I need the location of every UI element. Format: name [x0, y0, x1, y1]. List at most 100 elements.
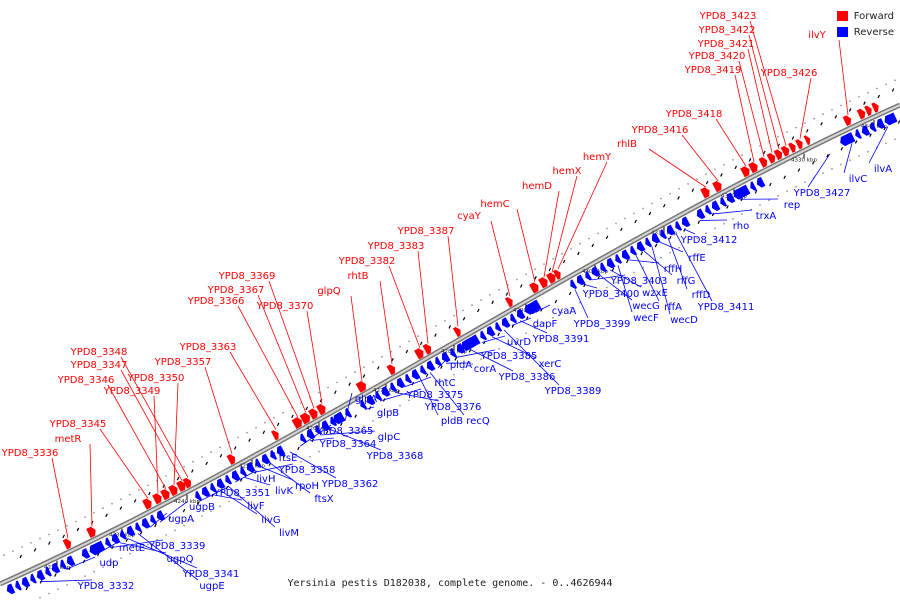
reverse-gene	[405, 373, 413, 384]
forward-gene	[504, 297, 513, 308]
forward-leader-line	[306, 310, 323, 404]
reverse-leader-line	[683, 228, 696, 235]
reverse-gene-label: YPD8_3399	[573, 319, 631, 330]
reverse-leader-line	[65, 556, 96, 570]
reverse-gene-label: ilvA	[874, 164, 892, 175]
reverse-gene-label: YPD8_3400	[582, 289, 640, 300]
reverse-gene-label: glpA	[355, 394, 377, 405]
legend-reverse: Reverse	[836, 24, 894, 40]
forward-gene-label: YPD8_3383	[367, 241, 425, 252]
reverse-leader-line	[609, 269, 642, 288]
forward-gene-label: YPD8_3363	[179, 342, 237, 353]
reverse-gene-label: YPD8_3365	[316, 426, 374, 437]
reverse-gene	[89, 542, 103, 556]
reverse-gene	[600, 262, 608, 273]
forward-gene-label: YPD8_3357	[154, 357, 212, 368]
reverse-gene	[841, 132, 855, 146]
reverse-leader-line	[309, 437, 335, 442]
reverse-leader-line	[243, 476, 271, 486]
reverse-gene	[630, 245, 638, 256]
reverse-leader-line	[711, 209, 753, 215]
reverse-gene	[570, 279, 578, 290]
forward-gene	[142, 498, 152, 510]
reverse-leader-line	[675, 233, 713, 302]
forward-leader-line	[153, 395, 159, 494]
reverse-gene-label: recQ	[466, 416, 490, 427]
reverse-leader-line	[583, 284, 598, 289]
forward-leader-line	[447, 235, 459, 327]
forward-gene	[316, 404, 326, 416]
reverse-gene	[426, 360, 436, 371]
reverse-gene	[156, 510, 166, 521]
reverse-gene	[396, 377, 406, 389]
reverse-gene-label: rhtC	[434, 378, 455, 389]
forward-gene	[700, 187, 710, 199]
forward-gene	[182, 477, 192, 489]
forward-swatch	[836, 11, 848, 21]
reverse-leader-line	[137, 533, 199, 581]
reverse-gene-label: rep	[784, 200, 800, 211]
forward-leader-line	[734, 74, 755, 163]
reverse-gene-label: ftsX	[314, 494, 333, 505]
forward-gene-label: YPD8_3418	[665, 109, 723, 120]
reverse-leader-line	[429, 372, 465, 416]
forward-gene	[62, 538, 72, 550]
reverse-leader-line	[651, 246, 671, 315]
genome-backbone	[0, 102, 900, 587]
reverse-gene-label: rffH	[664, 264, 683, 275]
reverse-gene	[120, 529, 127, 540]
reverse-gene	[756, 176, 766, 188]
reverse-gene	[135, 522, 143, 533]
forward-gene-label: YPD8_3423	[699, 11, 757, 22]
forward-gene	[773, 149, 783, 161]
forward-gene-label: YPD8_3422	[698, 25, 756, 36]
reverse-gene-label: ugpQ	[167, 554, 194, 565]
forward-leader-line	[648, 148, 707, 188]
reverse-gene	[456, 343, 466, 354]
reverse-gene	[461, 336, 477, 351]
reverse-gene-label: YPD8_3339	[148, 541, 206, 552]
reverse-gene	[486, 325, 496, 337]
forward-leader-line	[268, 280, 315, 409]
reverse-leader-line	[364, 406, 375, 410]
reverse-gene	[606, 257, 616, 269]
forward-gene	[414, 348, 424, 360]
reverse-gene-label: livK	[275, 486, 293, 497]
reverse-gene	[884, 112, 898, 126]
reverse-leader-line	[635, 255, 660, 302]
forward-gene-label: YPD8_3416	[631, 125, 689, 136]
reverse-gene-label: glpC	[378, 432, 400, 443]
forward-leader-line	[838, 39, 849, 116]
reverse-leader-line	[627, 259, 660, 264]
reverse-gene-label: trxA	[756, 211, 777, 222]
reverse-gene	[300, 433, 308, 444]
reverse-gene	[141, 517, 151, 529]
reverse-gene	[651, 232, 661, 244]
reverse-leader-line	[39, 579, 93, 583]
forward-gene	[803, 135, 811, 146]
reverse-gene-label: wecD	[670, 315, 698, 326]
reverse-gene	[585, 270, 593, 281]
reverse-leader-line	[868, 126, 889, 164]
reverse-gene	[51, 562, 61, 574]
reverse-leader-line	[519, 320, 548, 334]
reverse-gene	[615, 254, 623, 264]
reverse-leader-line	[419, 377, 439, 416]
forward-gene	[748, 162, 758, 174]
forward-leader-line	[516, 208, 536, 283]
reverse-gene-label: ugpB	[189, 502, 215, 513]
reverse-gene-label: YPD8_3341	[182, 569, 240, 580]
forward-gene	[226, 454, 236, 465]
reverse-leader-line	[379, 388, 422, 402]
reverse-gene-label: livM	[279, 528, 299, 539]
reverse-gene-label: rffE	[688, 253, 705, 264]
reverse-leader-line	[404, 376, 432, 388]
forward-leader-line	[350, 295, 363, 382]
reverse-leader-line	[481, 335, 506, 343]
reverse-gene	[261, 453, 271, 465]
reverse-leader-line	[319, 430, 376, 436]
reverse-gene	[201, 486, 211, 498]
reverse-gene	[210, 482, 218, 493]
reverse-leader-line	[109, 539, 164, 549]
reverse-gene	[420, 365, 428, 375]
